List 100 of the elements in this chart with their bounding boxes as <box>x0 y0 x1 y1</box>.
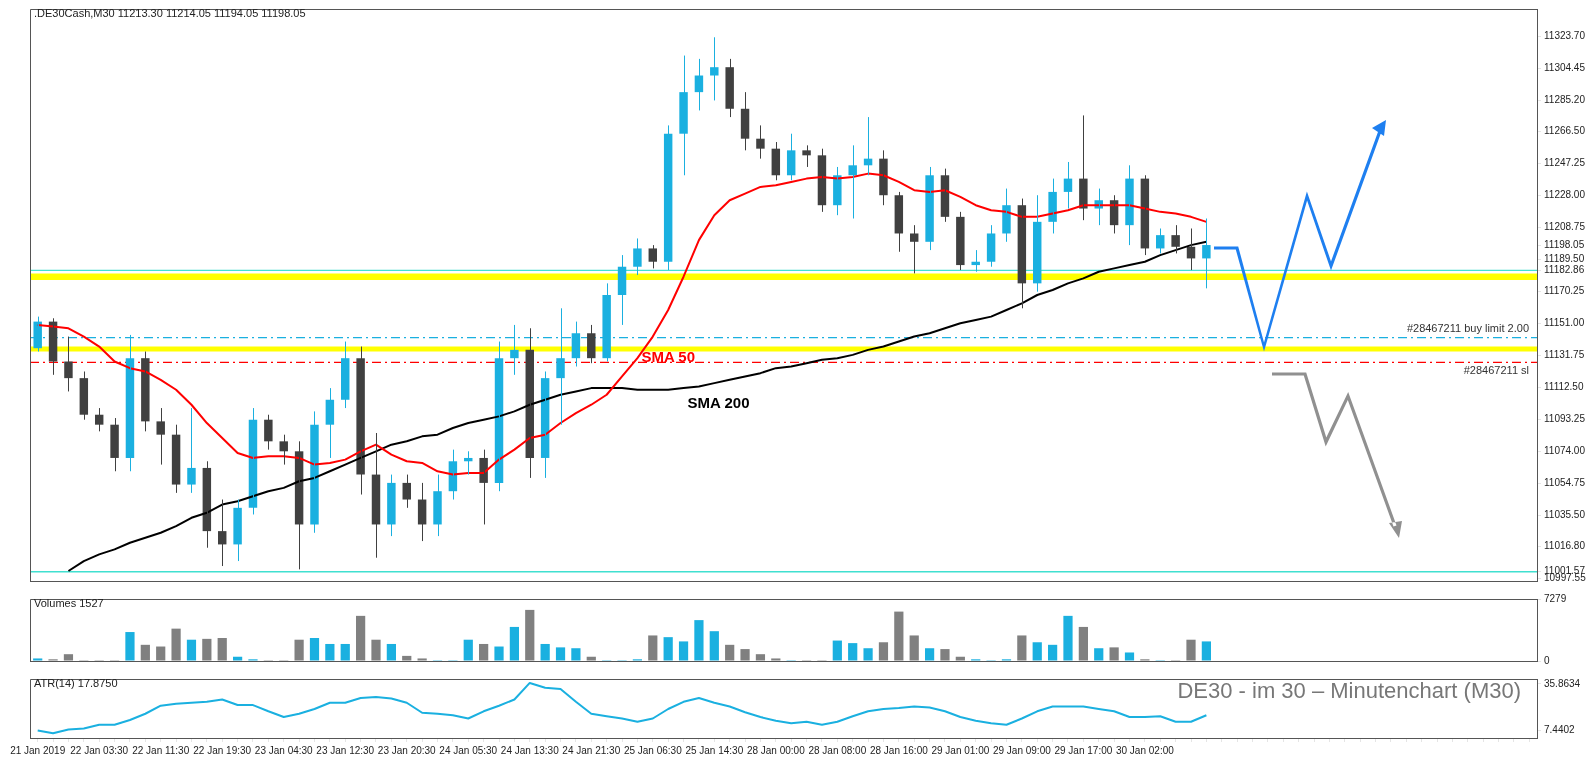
candlestick <box>725 58 734 118</box>
bar <box>924 648 935 661</box>
series-label: SMA 50 <box>641 348 696 366</box>
bar <box>494 646 504 661</box>
bar <box>125 632 135 661</box>
y-tick-label: 7279 <box>1544 592 1567 604</box>
bar <box>294 639 304 661</box>
bar <box>340 643 350 661</box>
candlestick <box>387 474 396 537</box>
candlestick <box>1171 224 1180 254</box>
bar <box>186 639 197 661</box>
annotation: DE30 - im 30 – Minutenchart (M30) <box>1177 678 1521 704</box>
bar <box>156 646 166 661</box>
candlestick <box>956 211 965 271</box>
bar <box>1063 615 1073 661</box>
x-tick-label: 29 Jan 17:00 <box>1054 744 1113 756</box>
bar <box>309 638 320 661</box>
candlestick <box>802 144 811 168</box>
candlestick <box>141 351 150 432</box>
bar <box>740 649 750 661</box>
x-tick-label: 24 Jan 05:30 <box>439 744 498 756</box>
series-label: SMA 200 <box>687 394 750 412</box>
x-tick-label: 25 Jan 14:30 <box>685 744 744 756</box>
y-tick-label: 11035.50 <box>1544 509 1586 521</box>
bar <box>555 647 566 661</box>
candlestick <box>925 166 934 251</box>
candlestick <box>156 407 165 466</box>
bar <box>1109 647 1119 661</box>
candlestick <box>187 407 196 494</box>
bar <box>694 620 704 661</box>
ref-line-label: #28467211 sl <box>1463 363 1529 376</box>
bar <box>479 643 489 661</box>
bar <box>386 643 396 661</box>
x-tick-label: 25 Jan 06:30 <box>623 744 683 756</box>
bar <box>417 658 427 661</box>
bar <box>140 644 150 661</box>
y-tick-label: 11304.45 <box>1544 61 1586 73</box>
bar <box>1124 652 1135 661</box>
bar <box>940 649 950 661</box>
bar <box>463 639 473 661</box>
chart-title: Volumes 1527 <box>34 597 104 609</box>
bar <box>202 638 212 661</box>
y-tick-label: 11323.70 <box>1544 29 1586 41</box>
bar <box>1078 626 1088 661</box>
y-tick-label: 7.4402 <box>1544 724 1576 736</box>
candlestick <box>587 324 596 364</box>
bar <box>755 654 766 661</box>
x-tick-label: 22 Jan 19:30 <box>193 744 252 756</box>
bar <box>232 656 243 661</box>
x-tick-label: 29 Jan 01:00 <box>931 744 990 756</box>
x-tick-label: 23 Jan 04:30 <box>254 744 314 756</box>
x-tick-label: 28 Jan 00:00 <box>746 744 806 756</box>
y-tick-label: 0 <box>1544 654 1550 666</box>
y-tick-label: 11016.80 <box>1544 540 1586 552</box>
bar <box>525 609 535 661</box>
y-tick-label: 11112.50 <box>1544 381 1584 393</box>
y-tick-label: 11093.25 <box>1544 413 1586 425</box>
bar <box>402 655 412 661</box>
candlestick <box>848 144 857 220</box>
bar <box>1017 635 1027 661</box>
bar <box>356 615 366 661</box>
x-tick-label: 28 Jan 08:00 <box>808 744 867 756</box>
bar <box>894 611 904 661</box>
y-tick-label: 11131.75 <box>1544 349 1585 361</box>
candlestick <box>356 346 365 496</box>
candlestick <box>264 414 273 451</box>
bar <box>509 626 520 661</box>
chart-title: ATR(14) 17.8750 <box>34 677 118 689</box>
bar <box>663 637 673 661</box>
x-tick-label: 22 Jan 11:30 <box>132 744 190 756</box>
y-tick-label: 11189.50 <box>1544 253 1585 264</box>
candlestick <box>679 55 688 176</box>
bar <box>863 648 873 661</box>
x-tick-label: 29 Jan 09:00 <box>992 744 1052 756</box>
y-tick-label: 11266.50 <box>1544 124 1586 136</box>
bar <box>586 656 596 661</box>
bar <box>371 639 381 661</box>
bar <box>33 658 43 661</box>
candlestick <box>433 474 442 537</box>
candlestick <box>310 410 319 534</box>
bar <box>1047 644 1058 661</box>
bar <box>955 656 965 661</box>
candlestick <box>756 124 765 160</box>
bar <box>678 641 689 661</box>
candlestick <box>633 237 642 276</box>
bar <box>648 635 658 661</box>
y-tick-label: 11182.86 <box>1544 264 1585 276</box>
x-tick-label: 22 Jan 03:30 <box>70 744 129 756</box>
bar <box>832 640 842 661</box>
y-tick-label: 10997.55 <box>1544 572 1587 584</box>
y-tick-label: 35.8634 <box>1544 677 1581 689</box>
candlestick <box>233 499 242 562</box>
bar <box>709 631 719 661</box>
bar <box>1201 641 1211 661</box>
x-tick-label: 28 Jan 16:00 <box>869 744 929 756</box>
x-tick-label: 24 Jan 21:30 <box>562 744 621 756</box>
bar <box>63 654 74 661</box>
bar <box>217 638 227 661</box>
ref-line-label: #28467211 buy limit 2.00 <box>1406 322 1529 335</box>
x-tick-label: 23 Jan 12:30 <box>316 744 375 756</box>
